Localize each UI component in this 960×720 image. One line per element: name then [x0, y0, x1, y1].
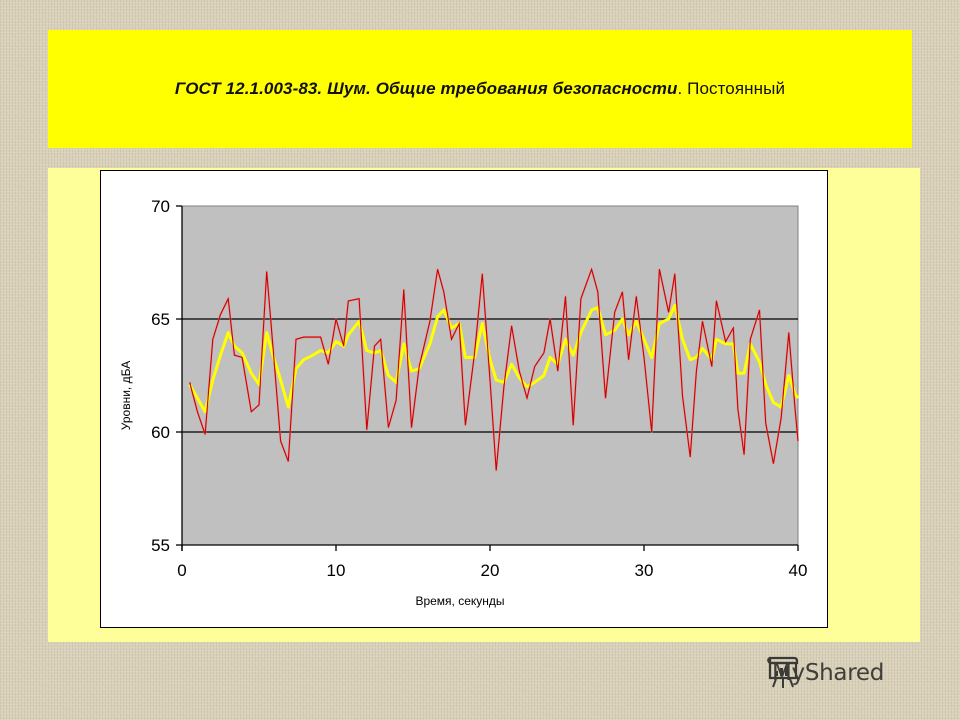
- x-tick-label: 20: [481, 561, 500, 580]
- x-tick-label: 40: [789, 561, 808, 580]
- x-tick-label: 30: [635, 561, 654, 580]
- watermark: MyShared: [766, 654, 884, 692]
- noise-level-chart: 55 60 65 70 0 10 20 30 40 Время, секунды Уровни, д…: [119, 197, 808, 608]
- x-tick-label: 10: [327, 561, 346, 580]
- slide-title-bold: ГОСТ 12.1.003-83. Шум. Общие требования …: [174, 79, 678, 98]
- y-tick-label: 55: [151, 536, 170, 555]
- y-tick-label: 60: [151, 423, 170, 442]
- series-average-line: [188, 303, 800, 414]
- series-instant-line: [189, 267, 799, 471]
- y-tick-label: 65: [151, 310, 170, 329]
- x-tick-label: 0: [177, 561, 186, 580]
- chart-frame: 55 60 65 70 0 10 20 30 40 Время, секунды Уровни, д…: [100, 170, 828, 628]
- slide-title: ГОСТ 12.1.003-83. Шум. Общие требования …: [175, 79, 785, 99]
- x-axis-title: Время, секунды: [415, 594, 504, 608]
- y-tick-label: 70: [151, 197, 170, 216]
- y-axis-title: Уровни, дБА: [119, 361, 133, 430]
- slide-title-tail: . Постоянный: [677, 79, 786, 98]
- slide-title-banner: ГОСТ 12.1.003-83. Шум. Общие требования …: [48, 30, 912, 148]
